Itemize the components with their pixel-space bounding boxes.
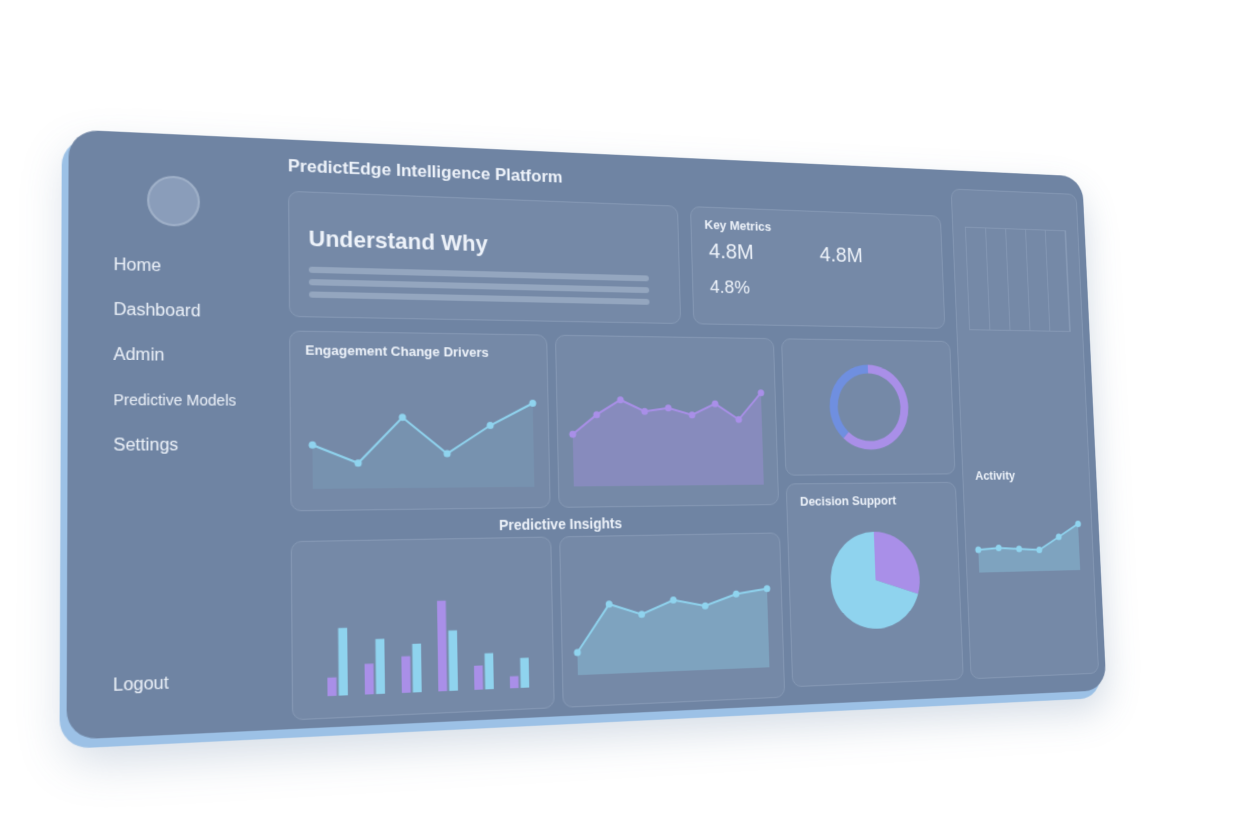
dashboard: Home Dashboard Admin Predictive Models S… bbox=[66, 129, 1107, 740]
bar bbox=[509, 676, 519, 689]
area-fill bbox=[571, 391, 764, 487]
chart-card bbox=[290, 536, 555, 721]
point bbox=[593, 411, 601, 419]
bar-chart bbox=[327, 600, 530, 697]
bar bbox=[520, 657, 530, 688]
bar bbox=[338, 627, 348, 696]
calendar bbox=[964, 226, 1071, 332]
bar bbox=[437, 600, 448, 692]
metric: 4.8M bbox=[819, 242, 864, 268]
point bbox=[617, 396, 625, 404]
area-chart bbox=[571, 371, 763, 487]
chart-card bbox=[781, 338, 956, 476]
bar bbox=[412, 643, 422, 693]
bar bbox=[364, 663, 374, 695]
bar bbox=[401, 656, 411, 693]
area-fill bbox=[312, 402, 535, 489]
point bbox=[641, 407, 649, 415]
nav-dashboard[interactable]: Dashboard bbox=[113, 300, 201, 321]
slice bbox=[844, 369, 906, 446]
pie-chart bbox=[829, 530, 921, 631]
donut-chart bbox=[832, 369, 905, 446]
nav-models[interactable]: Predictive Models bbox=[113, 391, 237, 409]
logout[interactable]: Logout bbox=[113, 674, 169, 696]
bar bbox=[327, 677, 337, 697]
metrics-card: Key Metrics 4.8M 4.8% 4.8M bbox=[690, 206, 946, 329]
hero-text bbox=[308, 266, 649, 282]
metric: 4.8% bbox=[709, 277, 751, 299]
chart-title: Decision Support bbox=[799, 492, 897, 509]
slice bbox=[873, 530, 921, 596]
point bbox=[669, 596, 677, 603]
point bbox=[308, 441, 317, 449]
chart-title: Activity bbox=[974, 468, 1016, 483]
bar bbox=[484, 653, 494, 690]
metrics-title: Key Metrics bbox=[704, 217, 772, 234]
nav-home[interactable]: Home bbox=[113, 256, 162, 276]
chart-card: Decision Support bbox=[785, 481, 964, 688]
line-chart bbox=[312, 374, 535, 489]
bar bbox=[448, 630, 458, 691]
hero-card: Understand Why bbox=[288, 190, 682, 325]
point bbox=[701, 602, 709, 610]
nav-admin[interactable]: Admin bbox=[113, 345, 165, 365]
slice bbox=[832, 369, 870, 435]
chart-card bbox=[559, 532, 786, 708]
nav-settings[interactable]: Settings bbox=[113, 436, 179, 455]
avatar bbox=[147, 174, 200, 228]
chart-title: Engagement Change Drivers bbox=[305, 342, 489, 360]
area-fill bbox=[576, 588, 770, 676]
bar bbox=[474, 665, 484, 690]
area-chart bbox=[575, 558, 770, 676]
app-title: PredictEdge Intelligence Platform bbox=[287, 155, 563, 187]
right-column: Activity bbox=[950, 188, 1100, 680]
bar bbox=[375, 638, 386, 695]
section-title: Predictive Insights bbox=[498, 515, 623, 534]
hero-title: Understand Why bbox=[308, 225, 489, 257]
chart-card bbox=[554, 334, 780, 508]
chart-card: Engagement Change Drivers bbox=[289, 330, 551, 512]
metric: 4.8M bbox=[708, 238, 755, 264]
activity-chart bbox=[976, 496, 1080, 573]
